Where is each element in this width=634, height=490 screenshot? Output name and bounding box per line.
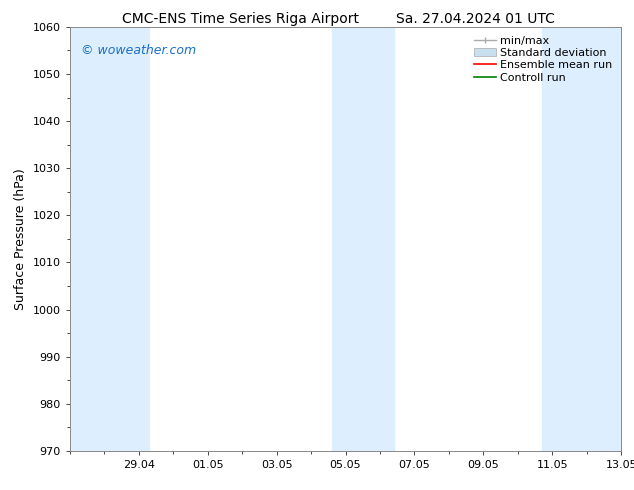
Text: CMC-ENS Time Series Riga Airport: CMC-ENS Time Series Riga Airport — [122, 12, 359, 26]
Text: Sa. 27.04.2024 01 UTC: Sa. 27.04.2024 01 UTC — [396, 12, 555, 26]
Text: © woweather.com: © woweather.com — [81, 44, 196, 57]
Y-axis label: Surface Pressure (hPa): Surface Pressure (hPa) — [14, 168, 27, 310]
Bar — [70, 27, 149, 451]
Bar — [542, 27, 621, 451]
Bar — [332, 27, 394, 451]
Legend: min/max, Standard deviation, Ensemble mean run, Controll run: min/max, Standard deviation, Ensemble me… — [470, 32, 616, 86]
